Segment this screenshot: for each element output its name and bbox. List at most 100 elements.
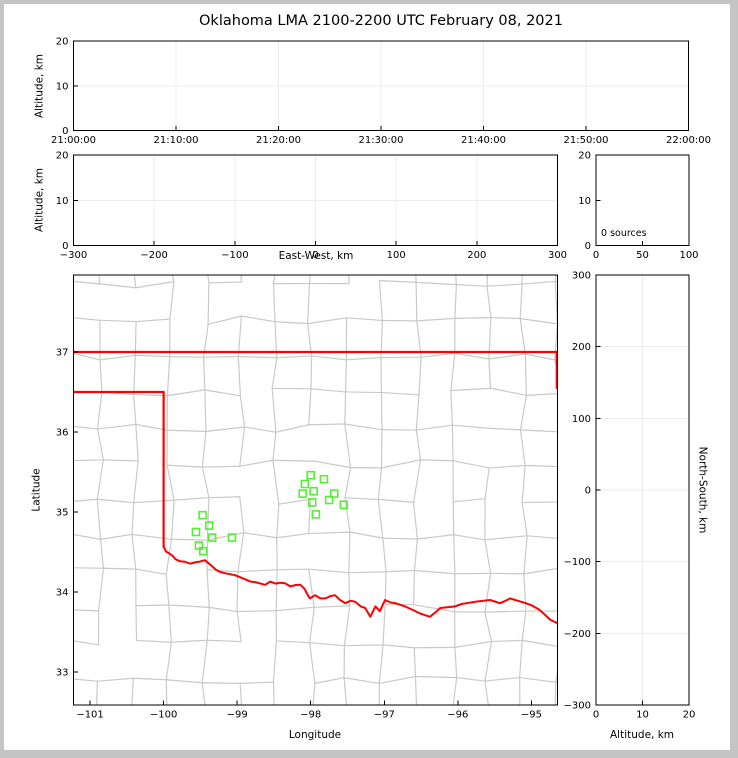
county-line bbox=[206, 568, 210, 608]
county-line bbox=[131, 502, 135, 535]
county-line bbox=[417, 715, 452, 720]
county-line bbox=[98, 275, 101, 285]
figure-title: Oklahoma LMA 2100-2200 UTC February 08, … bbox=[199, 13, 563, 29]
y-tick-label: 0 bbox=[585, 486, 591, 497]
county-line bbox=[204, 389, 241, 397]
county-line bbox=[133, 499, 175, 504]
y-tick-label: 10 bbox=[578, 196, 591, 207]
county-line bbox=[415, 394, 420, 431]
county-line bbox=[415, 275, 417, 284]
county-line bbox=[519, 283, 523, 320]
county-line bbox=[382, 604, 386, 646]
county-line bbox=[526, 535, 558, 540]
y-tick-label: 200 bbox=[572, 342, 591, 353]
county-line bbox=[488, 353, 526, 360]
county-line bbox=[523, 535, 528, 575]
county-line bbox=[484, 572, 492, 613]
x-tick-label: −95 bbox=[521, 710, 542, 721]
county-line bbox=[276, 568, 310, 571]
county-line bbox=[591, 534, 593, 570]
county-line bbox=[236, 571, 239, 613]
county-line bbox=[413, 647, 417, 678]
county-line bbox=[208, 606, 238, 613]
county-line bbox=[455, 275, 457, 286]
x-tick-label: −100 bbox=[150, 710, 177, 721]
county-line bbox=[308, 642, 346, 647]
lma-station-marker bbox=[300, 479, 310, 489]
county-line bbox=[521, 464, 526, 504]
y-tick-label: 36 bbox=[56, 428, 69, 439]
county-line bbox=[308, 568, 350, 574]
county-line bbox=[562, 534, 594, 539]
x-tick-label: 200 bbox=[467, 250, 486, 261]
county-line bbox=[556, 431, 558, 433]
county-line bbox=[450, 387, 492, 392]
county-line bbox=[523, 573, 527, 612]
ew-height-xlabel: East-West, km bbox=[278, 250, 354, 262]
county-line bbox=[98, 567, 105, 612]
y-tick-label: −100 bbox=[564, 557, 591, 568]
county-line bbox=[524, 464, 558, 468]
x-tick-label: −300 bbox=[60, 250, 87, 261]
county-line bbox=[312, 682, 316, 705]
county-line bbox=[382, 537, 387, 573]
county-line bbox=[452, 677, 458, 705]
county-line bbox=[521, 610, 527, 641]
y-tick-label: 20 bbox=[578, 151, 591, 162]
county-line bbox=[308, 606, 315, 644]
county-line bbox=[484, 467, 490, 500]
county-line bbox=[208, 496, 241, 499]
county-line bbox=[413, 538, 418, 572]
county-line bbox=[313, 605, 351, 608]
county-line bbox=[556, 323, 558, 325]
county-line bbox=[591, 357, 594, 392]
source-count-annotation: 0 sources bbox=[601, 228, 647, 239]
county-line bbox=[519, 394, 528, 431]
county-line bbox=[484, 680, 489, 705]
y-tick-label: 34 bbox=[56, 588, 69, 599]
county-line bbox=[344, 497, 379, 501]
county-line bbox=[134, 354, 171, 358]
county-line bbox=[377, 467, 383, 501]
county-line bbox=[135, 604, 170, 607]
county-line bbox=[275, 569, 278, 612]
county-line bbox=[491, 427, 522, 431]
x-tick-label: 50 bbox=[636, 250, 649, 261]
county-line bbox=[554, 681, 557, 705]
county-line bbox=[519, 317, 526, 355]
county-line bbox=[131, 533, 173, 540]
county-line bbox=[453, 534, 486, 541]
county-line bbox=[272, 431, 277, 461]
county-line bbox=[415, 281, 418, 322]
county-line bbox=[96, 423, 137, 430]
county-line bbox=[310, 355, 313, 390]
county-line bbox=[308, 642, 316, 684]
county-line bbox=[521, 501, 528, 537]
county-line bbox=[382, 537, 418, 540]
county-line bbox=[168, 604, 210, 608]
county-line bbox=[206, 497, 210, 541]
lma-station-marker bbox=[324, 495, 334, 505]
county-line bbox=[314, 677, 345, 684]
county-line bbox=[73, 567, 105, 569]
county-line bbox=[308, 568, 315, 608]
county-line bbox=[208, 281, 243, 284]
county-line bbox=[165, 538, 173, 576]
county-line bbox=[519, 639, 523, 679]
county-line bbox=[171, 275, 175, 283]
county-line bbox=[344, 497, 351, 533]
county-line bbox=[308, 423, 346, 426]
county-line bbox=[207, 275, 210, 284]
county-line bbox=[133, 354, 136, 396]
county-line bbox=[558, 467, 560, 502]
county-line bbox=[201, 682, 206, 705]
ew-height-ylabel: Altitude, km bbox=[33, 167, 46, 233]
county-line bbox=[521, 280, 556, 285]
county-line bbox=[415, 424, 453, 431]
county-line bbox=[135, 281, 175, 289]
county-line bbox=[377, 498, 384, 539]
county-line bbox=[416, 534, 455, 540]
county-line bbox=[201, 466, 210, 499]
county-line bbox=[99, 533, 133, 540]
